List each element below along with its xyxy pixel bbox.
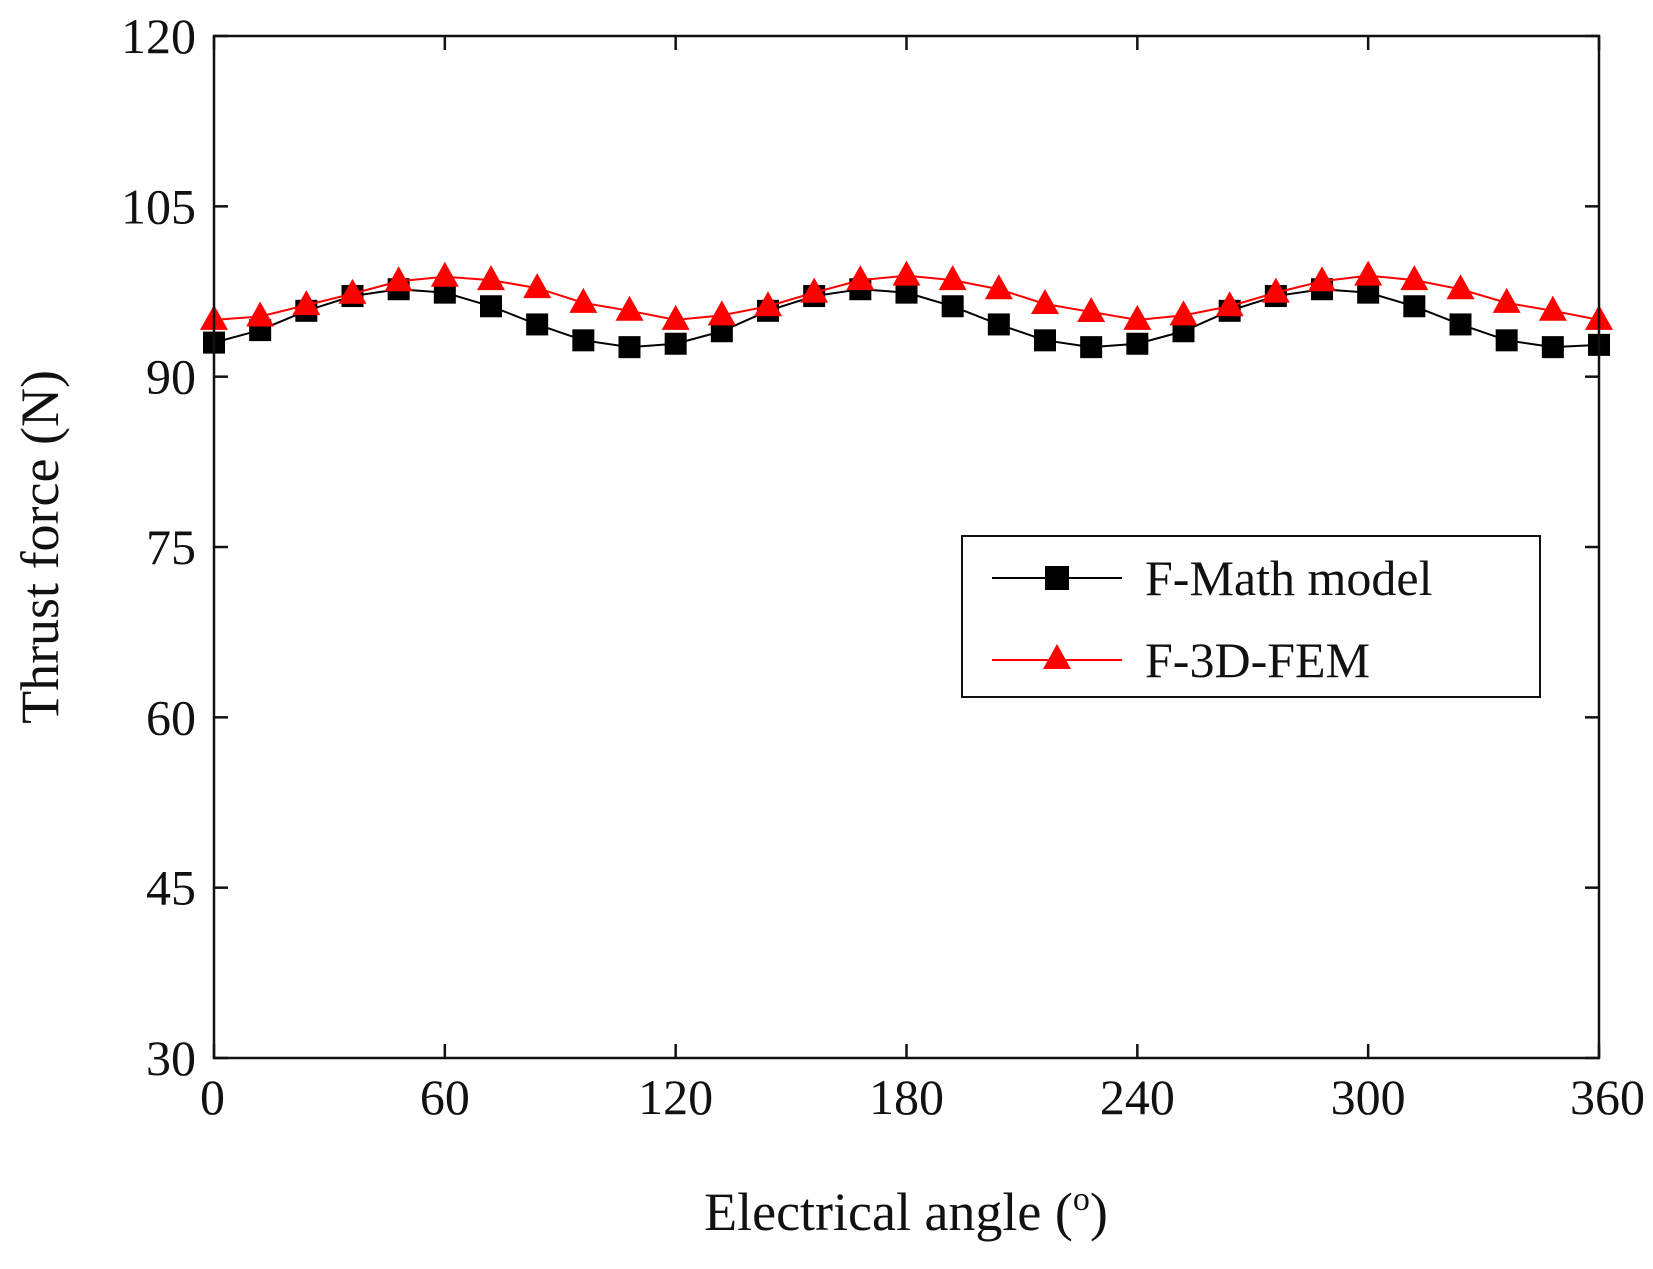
ticks-layer: 0 60 120 180 240 300 360 30 45 60 75 90 105 120 (121, 8, 1645, 1125)
series-0-point-19 (1080, 336, 1103, 359)
series-0-point-25 (1357, 281, 1380, 304)
series-1-point-5 (430, 261, 459, 287)
series-1-point-28 (1492, 287, 1521, 313)
series-1-point-25 (1354, 260, 1383, 286)
series-1-point-20 (1123, 304, 1152, 330)
series-1-point-18 (1031, 288, 1059, 314)
series-1-point-7 (523, 273, 552, 299)
series-1-point-8 (569, 287, 598, 313)
legend-marker-triangle (1043, 644, 1071, 669)
y-tick-label-30: 30 (146, 1030, 196, 1086)
series-1-point-9 (615, 295, 644, 321)
series-1-point-11 (707, 300, 736, 326)
series-1-point-29 (1538, 295, 1567, 321)
x-tick-label-360: 360 (1570, 1069, 1645, 1125)
series-1-point-3 (338, 278, 367, 304)
x-tick-label-120: 120 (638, 1069, 713, 1125)
series-0-point-17 (987, 313, 1010, 336)
x-tick-label-240: 240 (1100, 1069, 1175, 1125)
series-1-point-19 (1077, 296, 1106, 322)
series-1-point-27 (1446, 274, 1475, 300)
series-0-point-9 (618, 336, 641, 359)
series-0-point-15 (895, 281, 918, 304)
series-1-point-24 (1308, 266, 1336, 292)
y-tick-label-90: 90 (146, 349, 196, 405)
series-0-point-29 (1541, 336, 1564, 359)
x-axis-title-superscript: o (1073, 1181, 1090, 1218)
x-tick-label-180: 180 (869, 1069, 944, 1125)
series-0-point-28 (1495, 329, 1518, 352)
series-0-point-5 (433, 281, 456, 304)
series-0-point-21 (1172, 320, 1195, 343)
series-0-point-27 (1449, 313, 1472, 336)
y-tick-label-75: 75 (146, 519, 196, 575)
x-axis-title: Electrical angle (o) (704, 1181, 1108, 1242)
legend-box (961, 535, 1541, 698)
x-tick-label-300: 300 (1331, 1069, 1406, 1125)
series-1-point-15 (892, 260, 921, 286)
series-0-point-16 (941, 295, 964, 318)
series-1-point-26 (1400, 265, 1429, 291)
series-0-point-10 (664, 332, 687, 355)
y-tick-label-120: 120 (121, 8, 196, 64)
series-1-point-14 (846, 265, 875, 291)
x-tick-label-60: 60 (420, 1069, 470, 1125)
series-0-point-8 (572, 329, 595, 352)
x-tick-label-0: 0 (200, 1069, 225, 1125)
legend-label-math: F-Math model (1145, 550, 1432, 606)
y-tick-label-60: 60 (146, 689, 196, 745)
series-0-point-18 (1034, 329, 1056, 352)
series-1-point-13 (800, 277, 829, 303)
series-layer (200, 260, 1613, 359)
x-axis-title-close: ) (1090, 1182, 1108, 1242)
series-1-point-21 (1169, 300, 1198, 326)
series-1-point-23 (1261, 277, 1290, 303)
legend-label-fem: F-3D-FEM (1145, 632, 1370, 688)
y-tick-label-105: 105 (121, 178, 196, 234)
series-1-point-6 (477, 265, 505, 291)
series-0-point-11 (710, 320, 733, 343)
y-tick-label-45: 45 (146, 860, 196, 916)
series-1-point-16 (938, 265, 967, 291)
x-axis-title-main: Electrical angle ( (704, 1182, 1073, 1242)
legend-marker-square (1045, 566, 1069, 590)
series-1-point-10 (661, 304, 690, 330)
series-0-point-26 (1403, 295, 1426, 318)
series-1-point-12 (754, 291, 782, 317)
series-1-point-17 (984, 274, 1013, 300)
series-0-point-7 (526, 313, 549, 336)
series-1-point-4 (384, 266, 413, 292)
series-1-point-1 (246, 301, 275, 327)
series-1-point-22 (1215, 291, 1244, 317)
legend: F-Math model F-3D-FEM (961, 535, 1541, 698)
series-1-point-2 (292, 290, 321, 316)
series-0-point-20 (1126, 332, 1149, 355)
y-axis-title: Thrust force (N) (10, 370, 70, 724)
series-0-point-6 (480, 295, 502, 318)
